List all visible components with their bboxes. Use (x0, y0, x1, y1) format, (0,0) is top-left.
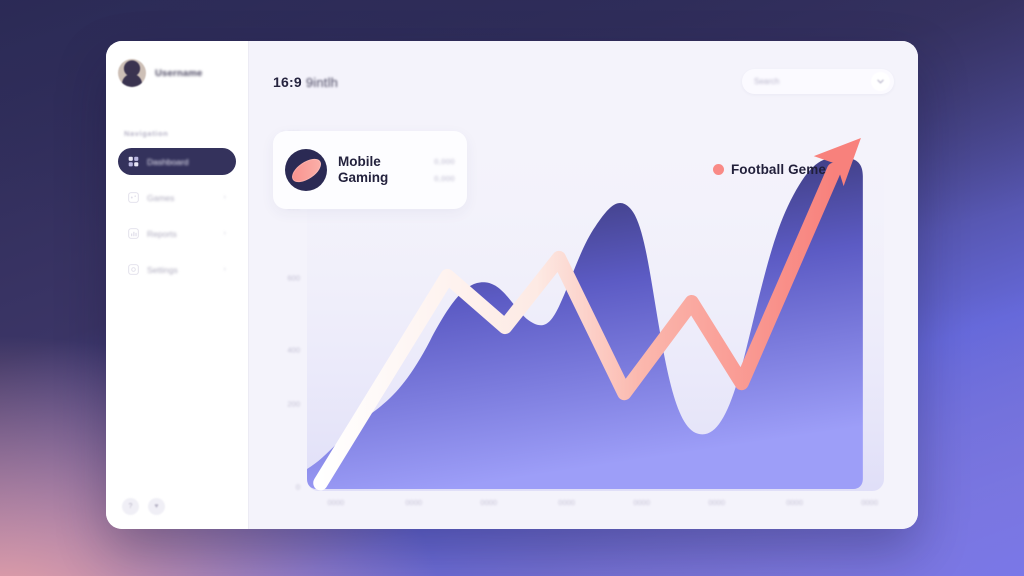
gamepad-icon (128, 192, 139, 203)
topbar: 16:9 9intlh Search (273, 69, 894, 94)
x-axis-tick: 0000 (480, 498, 498, 507)
x-axis-tick: 0000 (405, 498, 423, 507)
y-axis-tick: 600 (287, 273, 300, 283)
profile-name: Username (155, 67, 203, 79)
x-axis-tick: 0000 (861, 498, 878, 507)
heart-icon[interactable]: ♥ (148, 498, 165, 515)
search-placeholder: Search (754, 77, 780, 86)
chevron-right-icon: › (223, 230, 226, 237)
chevron-right-icon: › (223, 194, 226, 201)
app-window: Username Navigation Dashboard Game (106, 41, 918, 529)
page-title-sub: 9intlh (305, 74, 339, 90)
game-name-line1: Mobile (338, 154, 381, 170)
sidebar: Username Navigation Dashboard Game (106, 41, 249, 529)
page-title-main: 16:9 (273, 73, 302, 90)
heart-glyph: ♥ (154, 503, 159, 510)
x-axis-tick: 0000 (633, 498, 650, 507)
gear-icon (128, 264, 139, 275)
sidebar-item-settings[interactable]: Settings › (118, 256, 236, 283)
x-axis-tick: 0000 (327, 498, 345, 507)
sidebar-item-label: Reports (147, 228, 177, 239)
profile-block[interactable]: Username (118, 59, 236, 87)
game-stat: 0,000 (434, 157, 455, 166)
game-stat: 0,000 (434, 174, 455, 183)
football-icon (285, 149, 327, 191)
legend-label: Football Geme (730, 162, 826, 177)
nav-section-label: Navigation (124, 129, 169, 138)
help-glyph: ? (128, 503, 133, 510)
avatar (118, 59, 146, 87)
x-axis-tick: 0000 (708, 498, 725, 507)
main-content: 16:9 9intlh Search Mobile Gaming (249, 41, 918, 529)
sidebar-item-label: Games (147, 192, 175, 203)
chart-area: Football Geme (273, 116, 894, 529)
sidebar-item-dashboard[interactable]: Dashboard (118, 148, 236, 175)
chart-svg (307, 130, 884, 491)
sidebar-item-games[interactable]: Games › (118, 184, 236, 211)
grid-icon (128, 156, 139, 167)
y-axis-tick: 200 (287, 399, 300, 409)
chevron-right-icon: › (223, 266, 226, 273)
sidebar-footer: ? ♥ (118, 498, 236, 515)
help-icon[interactable]: ? (122, 498, 139, 515)
page-title: 16:9 9intlh (273, 74, 338, 90)
y-axis-tick: 0 (295, 482, 300, 492)
chart-icon (128, 228, 139, 239)
sidebar-item-reports[interactable]: Reports › (118, 220, 236, 247)
growth-arrow-icon (813, 138, 861, 187)
chart-legend: Football Geme (712, 162, 826, 177)
game-name-line2: Gaming (338, 170, 389, 185)
sidebar-item-label: Dashboard (147, 156, 189, 167)
legend-dot-icon (712, 164, 724, 175)
game-card[interactable]: Mobile Gaming 0,000 0,000 (273, 131, 467, 209)
x-axis-tick: 0000 (558, 498, 575, 507)
x-axis-tick: 0000 (786, 498, 803, 507)
game-card-stats: 0,000 0,000 (434, 157, 455, 183)
y-axis-tick: 400 (287, 345, 300, 355)
sidebar-item-label: Settings (147, 264, 178, 275)
game-card-title: Mobile Gaming (338, 154, 414, 186)
chevron-down-icon[interactable] (871, 72, 890, 91)
search-input[interactable]: Search (742, 69, 894, 94)
trend-line (313, 162, 842, 491)
plot-region: 1,000 800 600 400 200 0 0000 0000 0000 0… (281, 129, 884, 507)
